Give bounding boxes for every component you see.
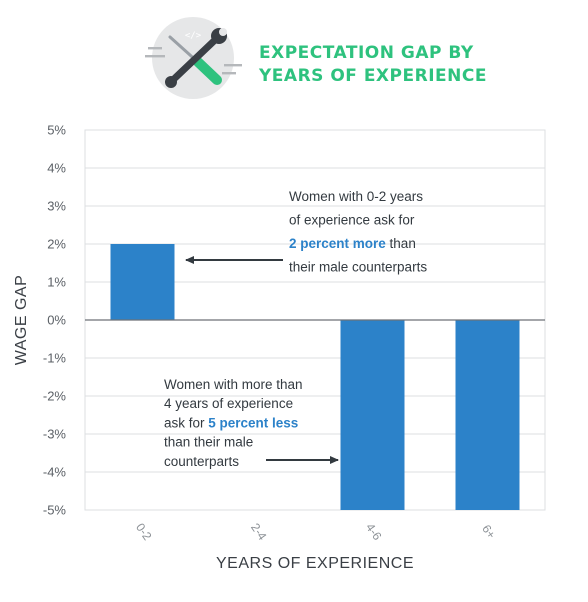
annotations: Women with 0-2 years of experience ask fo… bbox=[164, 189, 427, 469]
bar-0-2 bbox=[110, 244, 175, 320]
annotation-line: than their male bbox=[164, 435, 253, 450]
chart-title-line-1: EXPECTATION GAP BY bbox=[259, 43, 474, 63]
annotation-line: ask for 5 percent less bbox=[164, 415, 298, 430]
y-tick-label: 3% bbox=[47, 199, 66, 214]
bar-6+ bbox=[455, 320, 520, 510]
x-axis-ticks: 0-2 2-4 4-6 6+ bbox=[133, 521, 498, 544]
x-tick-label: 0-2 bbox=[133, 521, 155, 544]
y-tick-label: 5% bbox=[47, 123, 66, 138]
x-tick-label: 4-6 bbox=[363, 521, 385, 544]
x-axis-title: YEARS OF EXPERIENCE bbox=[216, 555, 414, 572]
y-tick-label: 0% bbox=[47, 313, 66, 328]
bars bbox=[110, 244, 520, 510]
annotation-line: Women with 0-2 years bbox=[289, 189, 423, 204]
bar-4-6 bbox=[340, 320, 405, 510]
y-tick-label: 2% bbox=[47, 237, 66, 252]
svg-text:</>: </> bbox=[185, 31, 202, 41]
annotation-line: 2 percent more than bbox=[289, 236, 416, 251]
annotation-line: Women with more than bbox=[164, 377, 303, 392]
annotation-line: their male counterparts bbox=[289, 260, 427, 275]
y-axis-title: WAGE GAP bbox=[13, 275, 30, 366]
annotation-line: 4 years of experience bbox=[164, 396, 293, 411]
y-tick-label: -2% bbox=[43, 389, 67, 404]
chart-title-line-2: YEARS OF EXPERIENCE bbox=[258, 66, 487, 86]
x-tick-label: 6+ bbox=[479, 522, 498, 541]
y-tick-label: -1% bbox=[43, 351, 67, 366]
y-tick-label: 4% bbox=[47, 161, 66, 176]
y-axis-ticks: 5% 4% 3% 2% 1% 0% -1% -2% -3% -4% -5% bbox=[43, 123, 67, 518]
x-tick-label: 2-4 bbox=[248, 521, 270, 544]
wrench-screwdriver-code-icon: </> bbox=[145, 17, 242, 99]
annotation-line: of experience ask for bbox=[289, 213, 415, 228]
y-tick-label: -4% bbox=[43, 465, 67, 480]
y-tick-label: 1% bbox=[47, 275, 66, 290]
y-tick-label: -3% bbox=[43, 427, 67, 442]
annotation-line: counterparts bbox=[164, 454, 239, 469]
y-tick-label: -5% bbox=[43, 503, 67, 518]
